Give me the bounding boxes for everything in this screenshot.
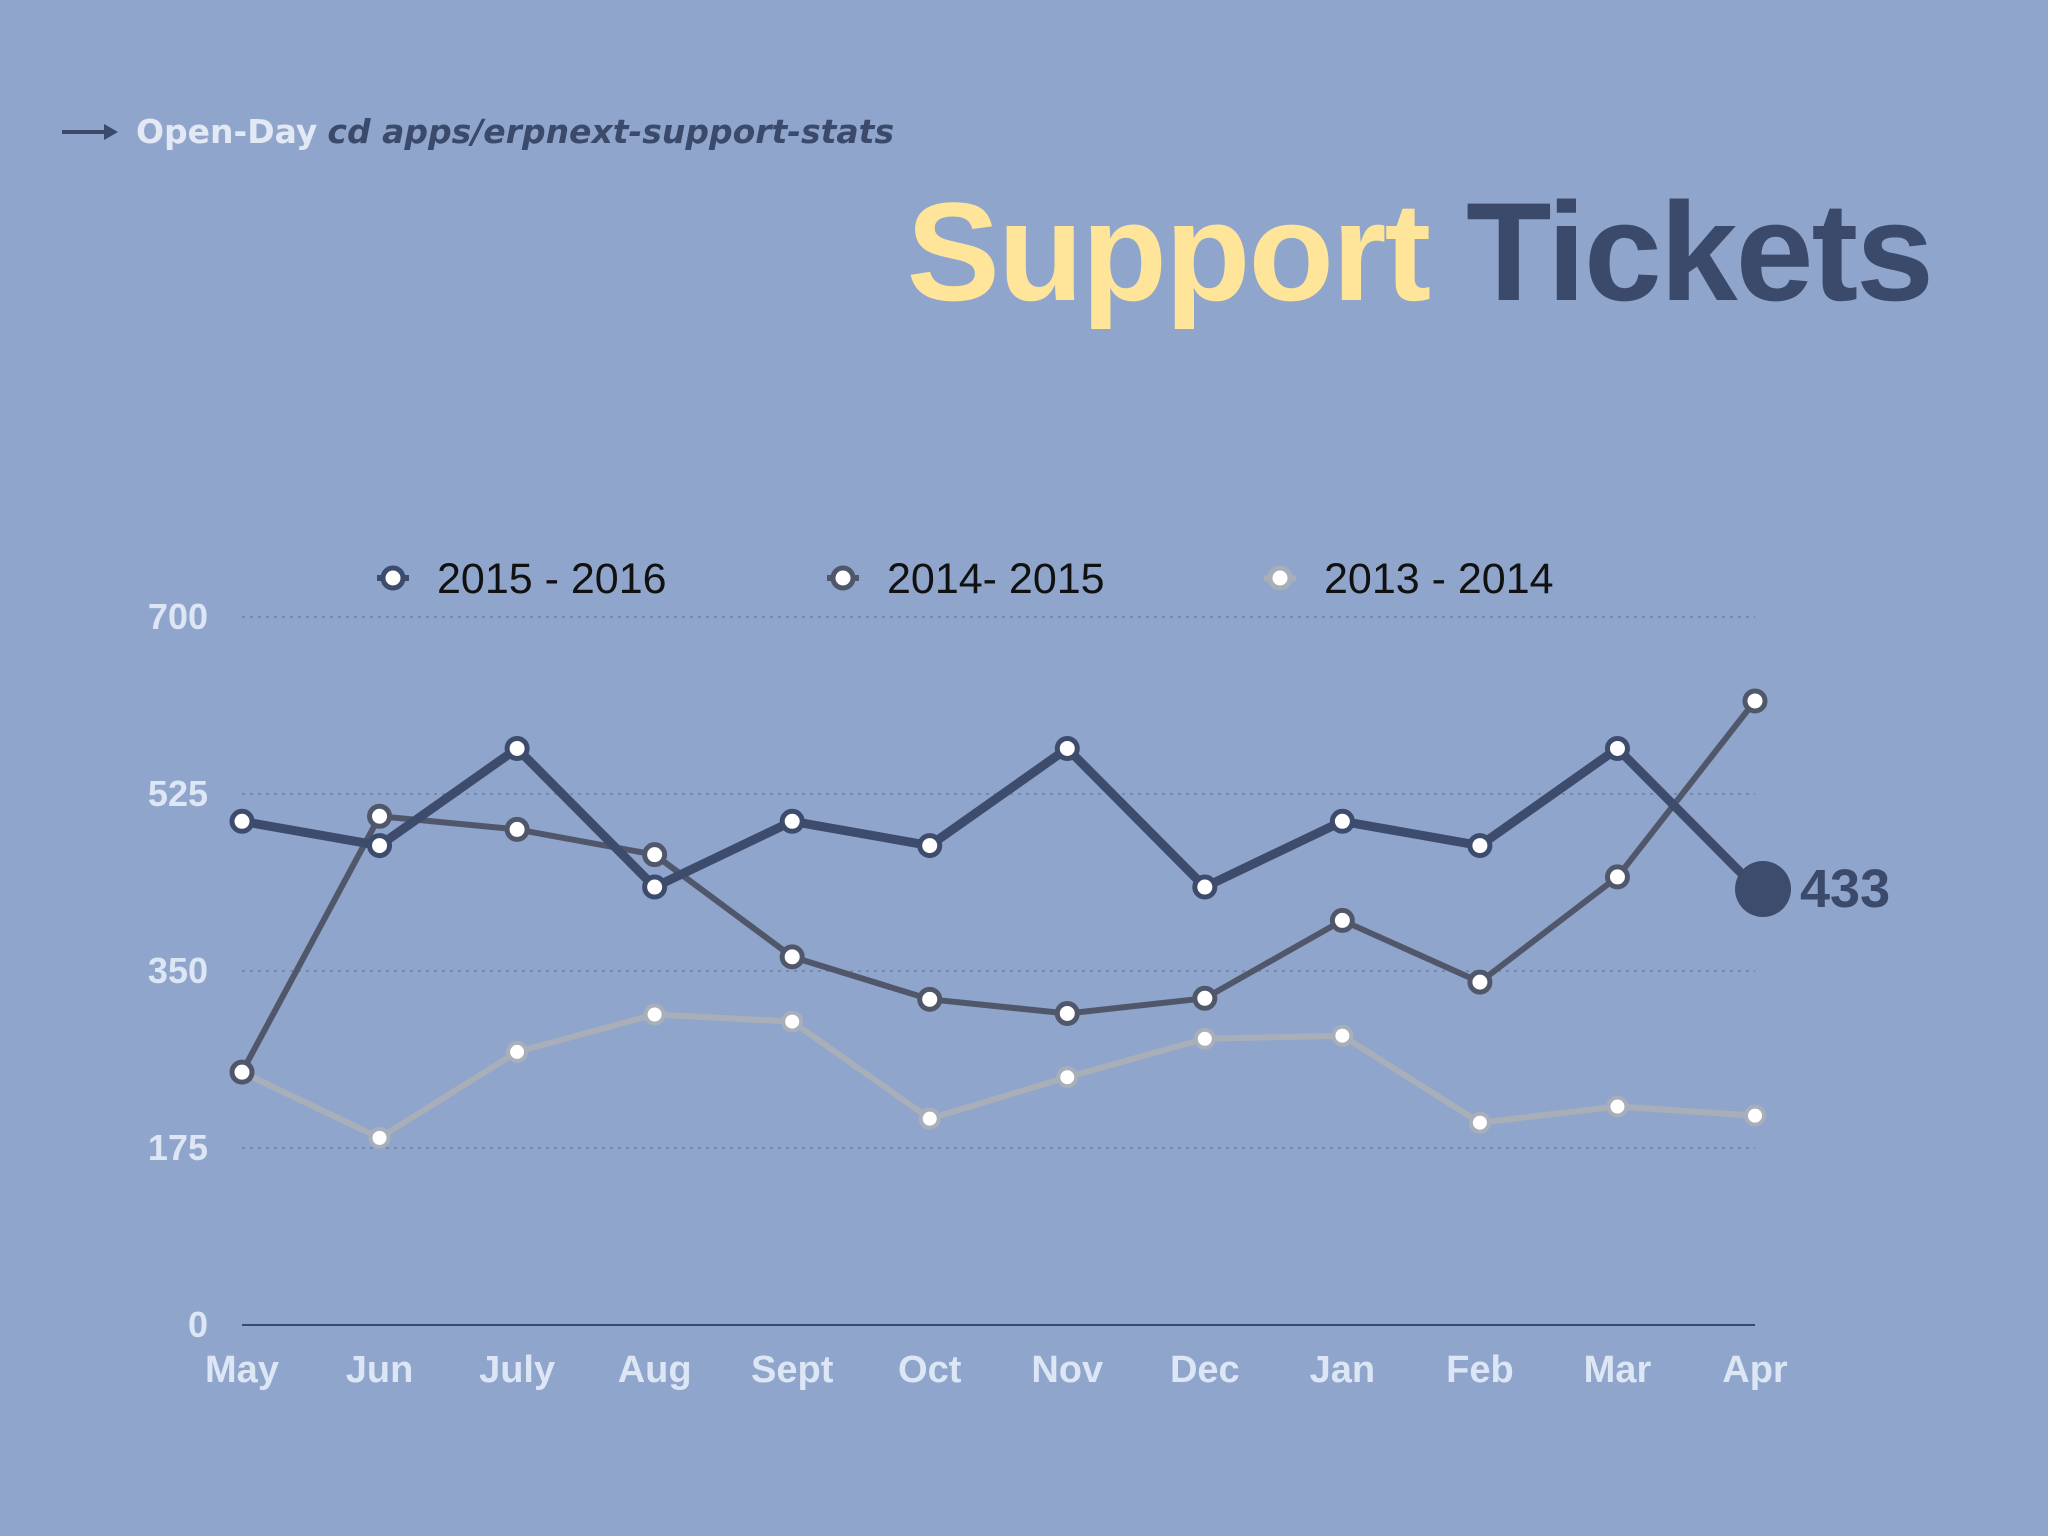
data-point [367, 803, 393, 829]
legend-marker [380, 565, 406, 591]
y-tick-label: 525 [148, 773, 208, 814]
x-tick-label: Mar [1584, 1349, 1652, 1391]
breadcrumb-app-name: Open-Day [136, 112, 318, 151]
x-tick-label: Dec [1170, 1349, 1240, 1391]
data-point [1467, 969, 1493, 995]
chart-series: 433 [229, 688, 1890, 1149]
x-tick-label: Nov [1031, 1349, 1103, 1391]
y-tick-label: 0 [188, 1304, 208, 1345]
data-point [642, 874, 668, 900]
breadcrumb-path: cd apps/erpnext-support-stats [327, 112, 895, 151]
chart-grid [242, 616, 1755, 1149]
data-point [917, 986, 943, 1012]
data-point [1329, 907, 1355, 933]
data-point [1331, 1024, 1354, 1047]
series-line [237, 743, 1760, 892]
data-point [1742, 688, 1768, 714]
end-point-marker [1735, 861, 1791, 918]
series-line [239, 1011, 1758, 1141]
data-point [1329, 808, 1355, 834]
x-tick-label: Oct [898, 1349, 962, 1391]
data-point [1054, 735, 1080, 761]
legend-marker [1267, 565, 1293, 591]
chart-legend: 2015 - 2016 2014- 2015 2013 - 2014 [377, 555, 1554, 603]
data-point [1193, 1027, 1216, 1050]
x-tick-label: Jun [346, 1349, 414, 1391]
legend-marker [830, 565, 856, 591]
x-tick-label: Sept [751, 1349, 834, 1391]
data-point [1604, 864, 1630, 890]
x-tick-label: Jan [1310, 1349, 1375, 1391]
data-point [779, 944, 805, 970]
breadcrumb: Open-Day cd apps/erpnext-support-stats [60, 112, 894, 151]
data-point [229, 1059, 255, 1085]
x-tick-label: Aug [618, 1349, 692, 1391]
series-line [239, 697, 1758, 1076]
data-point [917, 833, 943, 859]
data-point [643, 1003, 666, 1026]
data-point [642, 842, 668, 868]
data-point [1056, 1066, 1079, 1089]
data-point [779, 808, 805, 834]
data-point [1606, 1095, 1629, 1118]
data-point [506, 1040, 529, 1063]
title-part-tickets: Tickets [1466, 173, 1934, 330]
data-point [367, 833, 393, 859]
data-point [781, 1010, 804, 1033]
x-tick-label: Feb [1446, 1349, 1514, 1391]
data-point [504, 816, 530, 842]
x-tick-label: Apr [1722, 1349, 1788, 1391]
legend-label: 2014- 2015 [887, 555, 1105, 603]
data-point [1054, 1000, 1080, 1026]
arrow-right-icon [62, 123, 118, 140]
data-point [1744, 1104, 1766, 1127]
x-tick-label: July [479, 1349, 555, 1391]
data-point [229, 808, 255, 834]
data-point [1604, 735, 1630, 761]
chart-axes: 0 175 350 525 700 May Jun July Aug Sept Oct Nov Dec J… [148, 596, 1788, 1391]
legend-label: 2013 - 2014 [1324, 555, 1554, 603]
data-point [1192, 985, 1218, 1011]
end-value-label: 433 [1800, 859, 1890, 919]
x-tick-label: May [205, 1349, 279, 1391]
legend-label: 2015 - 2016 [437, 555, 667, 603]
y-tick-label: 175 [148, 1127, 208, 1168]
data-point [1468, 1111, 1491, 1134]
data-point [504, 735, 530, 761]
page-title: Support Tickets [906, 168, 1934, 336]
title-part-support: Support [906, 173, 1432, 330]
y-tick-label: 350 [148, 950, 208, 991]
y-tick-label: 700 [148, 596, 208, 637]
data-point [1192, 874, 1218, 900]
data-point [918, 1107, 941, 1130]
data-point [368, 1126, 391, 1149]
data-point [1467, 833, 1493, 859]
